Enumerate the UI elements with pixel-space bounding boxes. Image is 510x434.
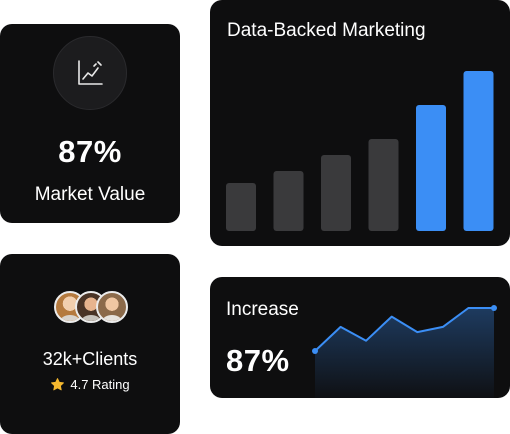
chart-bar bbox=[321, 155, 351, 231]
chart-icon-badge bbox=[53, 36, 127, 110]
increase-area-chart bbox=[312, 305, 497, 398]
star-icon bbox=[51, 378, 65, 391]
market-value-card: 87% Market Value bbox=[0, 24, 180, 223]
trend-point bbox=[491, 305, 497, 311]
increase-card: Increase 87% bbox=[210, 277, 510, 398]
chart-bar bbox=[416, 105, 446, 231]
marketing-chart-card: Data-Backed Marketing bbox=[210, 0, 510, 246]
client-avatars bbox=[54, 291, 128, 325]
clients-card: 32k+Clients 4.7 Rating bbox=[0, 254, 180, 434]
chart-bar bbox=[368, 139, 399, 231]
avatar bbox=[96, 291, 128, 323]
chart-bar bbox=[226, 183, 256, 231]
clients-count: 32k+Clients bbox=[42, 349, 138, 369]
rating: 4.7 Rating bbox=[0, 377, 180, 392]
marketing-bar-chart bbox=[226, 71, 494, 231]
chart-bar bbox=[273, 171, 304, 231]
market-value-label: Market Value bbox=[34, 184, 146, 205]
increase-percent: 87% bbox=[226, 343, 290, 378]
area-fill bbox=[315, 308, 494, 398]
market-value-percent: 87% bbox=[58, 134, 122, 169]
trend-point bbox=[312, 348, 318, 354]
rating-label: 4.7 Rating bbox=[70, 377, 130, 392]
trend-line bbox=[314, 307, 494, 352]
line-chart-trend-icon bbox=[78, 60, 103, 85]
increase-title: Increase bbox=[226, 299, 299, 320]
marketing-chart-title: Data-Backed Marketing bbox=[227, 20, 426, 41]
chart-bar bbox=[463, 71, 494, 231]
